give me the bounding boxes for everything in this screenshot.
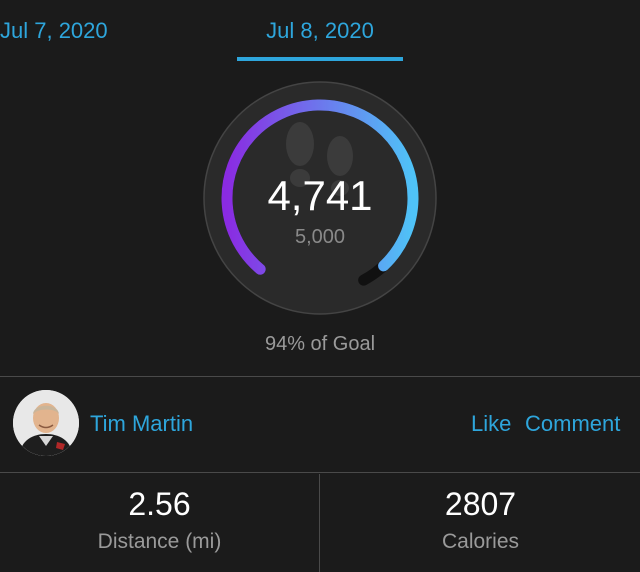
avatar[interactable] [13, 390, 79, 456]
divider-bottom [0, 472, 640, 473]
distance-stat: 2.56 Distance (mi) [0, 474, 319, 572]
like-button[interactable]: Like [471, 411, 512, 436]
user-name[interactable]: Tim Martin [90, 411, 194, 436]
footprints-icon [286, 122, 353, 196]
stats-divider [319, 474, 320, 572]
gauge-graphic [203, 81, 437, 315]
steps-goal: 5,000 [294, 226, 346, 248]
user-photo [13, 390, 79, 456]
calories-stat: 2807 Calories [321, 474, 640, 572]
gauge-progress-arc [221, 99, 419, 275]
tab-current-date[interactable]: Jul 8, 2020 [266, 18, 374, 43]
steps-gauge: 4,741 5,000 [200, 78, 440, 318]
calories-value: 2807 [444, 486, 517, 522]
active-tab-indicator [237, 57, 403, 61]
tab-previous-date[interactable]: Jul 7, 2020 [0, 18, 108, 43]
divider-top [0, 376, 640, 377]
gauge-outer-ring [203, 81, 437, 315]
distance-label: Distance (mi) [97, 530, 222, 553]
calories-label: Calories [441, 530, 520, 553]
comment-button[interactable]: Comment [525, 411, 621, 436]
distance-value: 2.56 [128, 486, 191, 522]
steps-count: 4,741 [267, 172, 373, 219]
goal-percentage: 94% of Goal [264, 333, 376, 355]
